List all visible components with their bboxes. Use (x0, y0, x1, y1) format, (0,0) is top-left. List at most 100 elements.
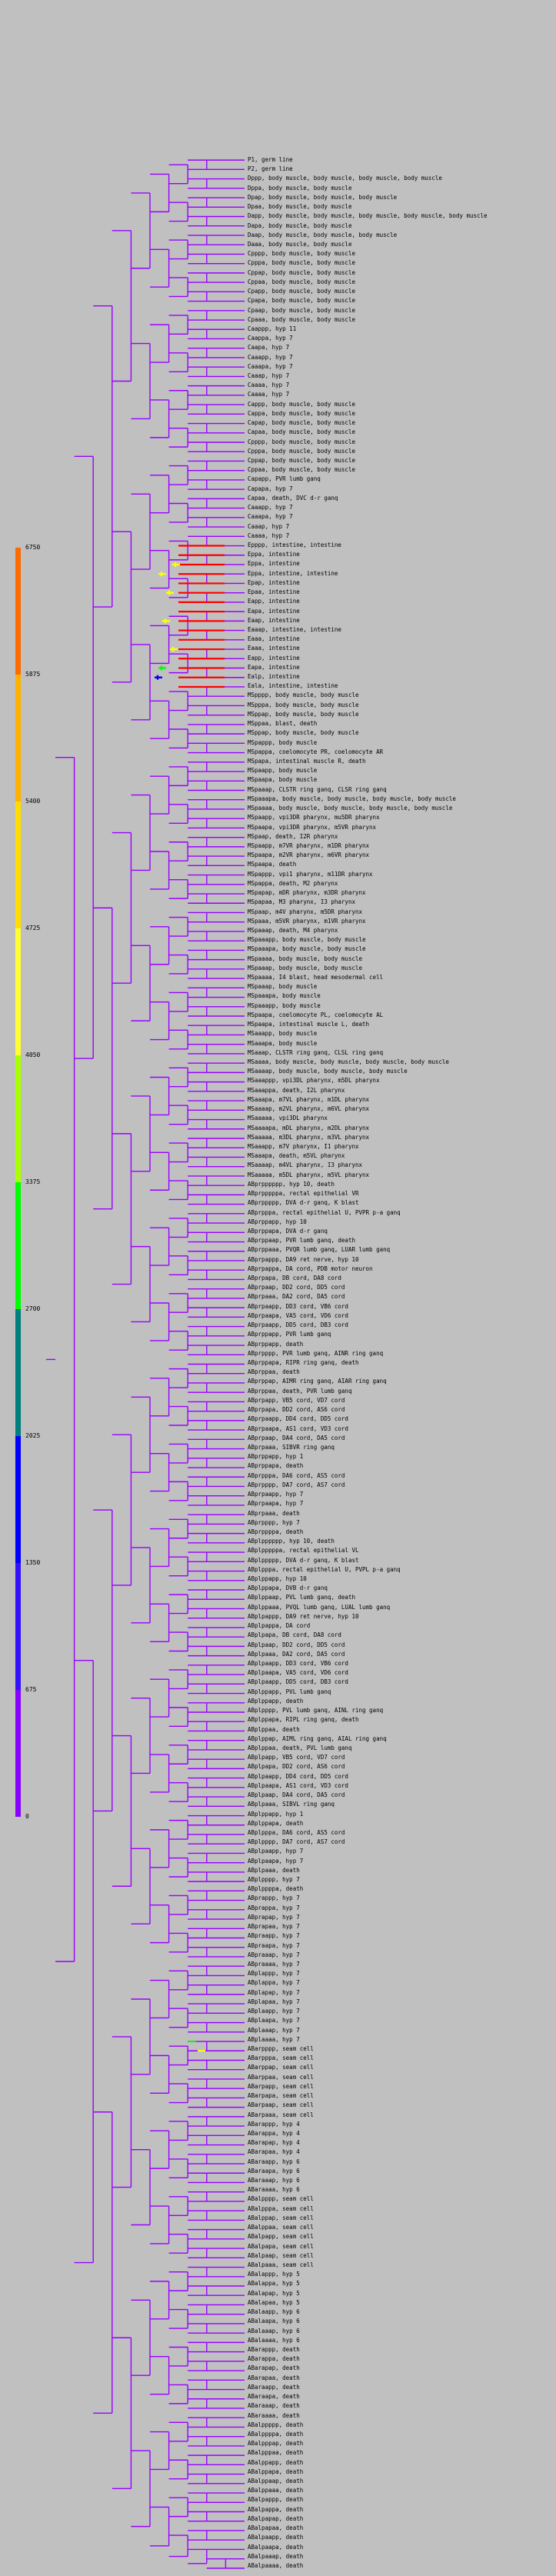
cell-leaf-label: ABplpppp, PVL lumb ganq, AINL ring ganq (248, 1707, 384, 1715)
cell-leaf-label: ABprppapp, death (248, 1340, 304, 1348)
scale-color-segment (15, 1563, 21, 1690)
cell-leaf-label: ABalpppaa, death (248, 2449, 304, 2457)
cell-leaf-label: ABpraapa, hyp 7 (248, 1941, 300, 1949)
cell-leaf-label: ABarappp, hyp 4 (248, 2120, 300, 2128)
scale-tick-label: 1350 (25, 1559, 41, 1566)
cell-leaf-label: ABpraaap, hyp 7 (248, 1951, 300, 1958)
scale-color-segment (15, 1182, 21, 1309)
cell-leaf-label: ABplpaapp, hyp 7 (248, 1848, 304, 1855)
cell-leaf-label: ABprppapp, PVR lumb ganq (248, 1331, 331, 1338)
cell-leaf-label: MSpapap, mDR pharynx, m3DR pharynx (248, 889, 366, 897)
cell-leaf-label: ABprpapa, DB cord, DA8 cord (248, 1275, 341, 1282)
cell-leaf-label: MSaaaaa, vpi3DL pharynx (248, 1115, 328, 1122)
cell-leaf-label: MSpaaap, death, M4 pharynx (248, 926, 338, 934)
cell-leaf-label: MSpappp, body muscle (248, 738, 318, 746)
cell-leaf-label: ABprpaaa, SIBVR ring ganq (248, 1443, 335, 1451)
cell-leaf-label: Eaaa, intestine (248, 645, 300, 652)
cell-leaf-label: Eaap, intestine (248, 616, 300, 624)
cell-leaf-label: ABalppaap, death (248, 2478, 304, 2485)
cell-leaf-label: MSpappp, vpi1 pharynx, m11DR pharynx (248, 870, 373, 878)
cell-leaf-label: MSpaaapa, body muscle, body muscle, body… (248, 795, 456, 802)
cell-leaf-label: Caaapp, hyp 7 (248, 353, 293, 361)
cell-leaf-label: ABprpaapp, DD3 cord, VB6 cord (248, 1302, 348, 1310)
cell-leaf-label: Cpppp, body muscle, body muscle (248, 438, 355, 445)
cell-leaf-label: ABplppaap, PVL lumb ganq, death (248, 1594, 355, 1601)
cell-leaf-label: Cappa, body muscle, body muscle (248, 409, 355, 417)
cell-leaf-label: Caapa, hyp 7 (248, 344, 290, 352)
cell-leaf-label: ABplpapp, VB5 cord, VD7 cord (248, 1754, 345, 1761)
cell-leaf-label: ABplpaapp, DD3 cord, VB6 cord (248, 1660, 348, 1667)
cell-leaf-label: ABaraaaa, hyp 6 (248, 2186, 300, 2194)
cell-leaf-label: MSpaaaa, body muscle, body muscle (248, 955, 363, 962)
cell-leaf-label: Dapa, body muscle, body muscle (248, 222, 352, 229)
cell-leaf-label: ABalaaap, hyp 6 (248, 2327, 300, 2334)
cell-leaf-label: ABarpaaa, seam cell (248, 2111, 314, 2118)
cell-leaf-label: Caaap, hyp 7 (248, 522, 290, 530)
cell-leaf-label: ABarpapa, seam cell (248, 2092, 314, 2100)
cell-leaf-label: Cpapa, body muscle, body muscle (248, 297, 355, 305)
cell-leaf-label: Caappp, hyp 11 (248, 325, 297, 332)
cell-leaf-label: MSpaapp, m7VR pharynx, m1DR pharynx (248, 841, 370, 849)
scale-color-segment (15, 1436, 21, 1563)
cell-leaf-label: Eala, intestine, intestine (248, 682, 338, 690)
scale-color-segment (15, 675, 21, 801)
cell-leaf-label: ABalappp, hyp 5 (248, 2271, 300, 2278)
cell-leaf-label: MSppap, body muscle, body muscle (248, 729, 359, 737)
cell-leaf-label: Caaap, hyp 7 (248, 372, 290, 380)
cell-leaf-label: Cppaa, body muscle, body muscle (248, 278, 355, 285)
cell-leaf-label: ABplppapp, death (248, 1697, 304, 1705)
cell-leaf-label: ABprpapp, VB5 cord, VD7 cord (248, 1396, 345, 1404)
cell-leaf-label: MSpappa, coelomocyte PR, coelomocyte AR (248, 748, 384, 755)
cell-leaf-label: Cpppa, body muscle, body muscle (248, 447, 355, 455)
lineage-tree-branches (46, 159, 245, 2569)
cell-leaf-label: ABaraaap, hyp 6 (248, 2177, 300, 2184)
scale-tick-label: 2025 (25, 1432, 41, 1439)
cell-leaf-label: ABplppapp, PVL lumb ganq (248, 1688, 331, 1695)
cell-leaf-label: MSpaaapp, body muscle (248, 1001, 321, 1009)
cell-leaf-label: ABplpappa, DA cord (248, 1622, 311, 1630)
cell-leaf-label: ABplaaaa, hyp 7 (248, 2035, 300, 2043)
cell-leaf-label: ABplaapa, hyp 7 (248, 2017, 300, 2024)
cell-leaf-label: ABalpapap, death (248, 2514, 304, 2522)
cell-leaf-label: Caaapa, hyp 7 (248, 513, 293, 521)
cell-leaf-label: ABprpppppa, rectal epithelial VR (248, 1190, 359, 1198)
cell-leaf-label: ABprappa, hyp 7 (248, 1904, 300, 1911)
cell-leaf-label: Cappp, body muscle, body muscle (248, 400, 355, 408)
cell-leaf-label: Eppa, intestine, intestine (248, 569, 338, 577)
cell-leaf-label: ABaraapa, hyp 6 (248, 2167, 300, 2174)
cell-leaf-label: Eapa, intestine (248, 663, 300, 671)
cell-leaf-label: ABpraaaa, hyp 7 (248, 1961, 300, 1968)
cell-leaf-label: ABprpaapa, AS1 cord, VD3 cord (248, 1425, 348, 1432)
cell-leaf-label: ABprppap, AIMR ring ganq, AIAR ring ganq (248, 1378, 387, 1385)
cell-leaf-label: ABprpppa, DA6 cord, AS5 cord (248, 1471, 345, 1479)
cell-leaf-label: MSaaaap, body muscle, body muscle, body … (248, 1068, 408, 1075)
scale-tick-label: 0 (25, 1813, 29, 1820)
cell-leaf-label: ABprpappp, DA9 ret nerve, hyp 10 (248, 1255, 359, 1263)
cell-leaf-label: MSpapaa, M3 pharynx, I3 pharynx (248, 898, 355, 906)
cell-leaf-label: ABalaapa, hyp 6 (248, 2318, 300, 2325)
cell-leaf-label: ABalpaaap, death (248, 2552, 304, 2560)
cell-leaf-label: MSpappa, death, M2 pharynx (248, 879, 338, 887)
cell-leaf-label: MSaaapp, m7V pharynx, I1 pharynx (248, 1142, 359, 1150)
cell-leaf-label: MSpppp, body muscle, body muscle (248, 691, 359, 699)
cell-leaf-label: ABarapap, hyp 4 (248, 2139, 300, 2147)
cell-leaf-label: Eapa, intestine (248, 607, 300, 615)
cell-leaf-label: ABplappp, hyp 7 (248, 1970, 300, 1978)
cell-leaf-label: MSpapa, intestinal muscle R, death (248, 758, 366, 765)
cell-leaf-label: ABplpappp, DA9 ret nerve, hyp 10 (248, 1612, 359, 1620)
scale-color-segment (15, 1055, 21, 1182)
cell-leaf-label: ABprpaapp, hyp 7 (248, 1491, 304, 1498)
cell-leaf-label: ABplapaa, hyp 7 (248, 1998, 300, 2005)
cell-leaf-label: ABalpppa, seam cell (248, 2204, 314, 2212)
cell-leaf-label: Caaaa, hyp 7 (248, 391, 290, 398)
cell-leaf-label: ABalpapaa, death (248, 2524, 304, 2532)
cell-leaf-label: ABplpppp, DA7 cord, AS7 cord (248, 1838, 345, 1846)
scale-tick-label: 5875 (25, 671, 41, 678)
cell-leaf-label: ABalppapp, death (248, 2458, 304, 2466)
cell-leaf-label: Capapp, PVR lumb ganq (248, 475, 321, 483)
cell-leaf-label: ABalpaap, seam cell (248, 2251, 314, 2259)
cell-leaf-label: Capaa, death, DVC d-r ganq (248, 494, 338, 502)
cell-leaf-label: Eppa, intestine (248, 560, 300, 568)
cell-leaf-label: Cppaa, body muscle, body muscle (248, 466, 355, 474)
